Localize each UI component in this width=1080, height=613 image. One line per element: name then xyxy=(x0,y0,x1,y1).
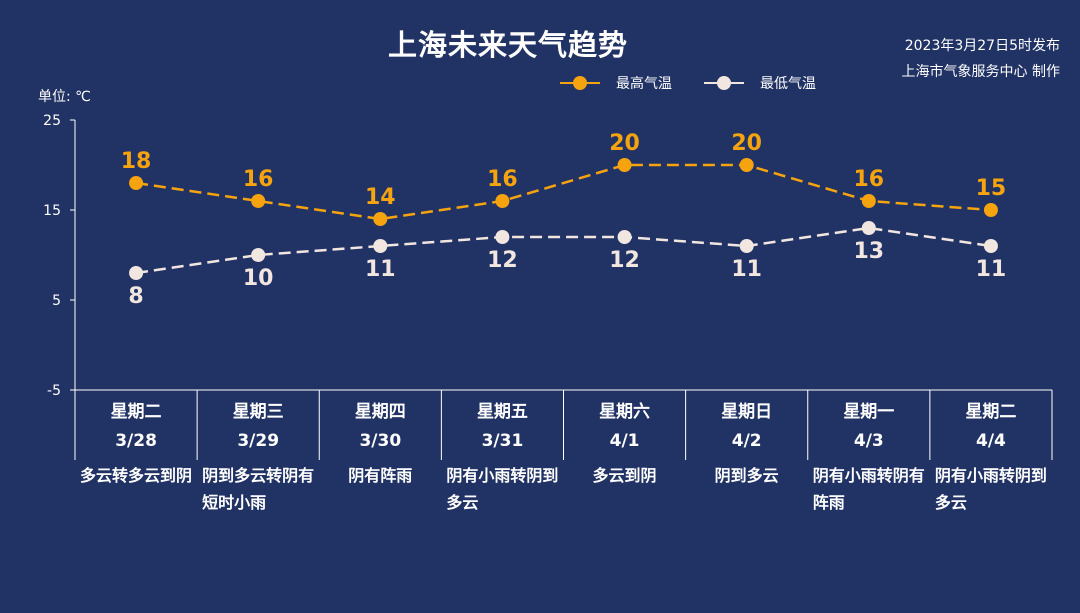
high-temp-point xyxy=(983,203,998,217)
low-temp-data-label: 11 xyxy=(976,257,1007,282)
low-temp-point xyxy=(983,239,998,253)
low-temp-data-label: 11 xyxy=(731,257,762,282)
low-temp-point xyxy=(617,230,632,244)
legend: 最高气温 最低气温 xyxy=(560,73,848,93)
low-temp-data-label: 11 xyxy=(365,257,396,282)
high-temp-data-label: 14 xyxy=(365,185,396,210)
date-label: 4/1 xyxy=(609,431,640,451)
day-cell: 星期一 4/3 xyxy=(808,398,930,456)
day-cell: 星期六 4/1 xyxy=(564,398,686,456)
weekday-label: 星期三 xyxy=(232,402,284,422)
weekday-label: 星期六 xyxy=(599,402,651,422)
weekday-label: 星期二 xyxy=(965,402,1017,422)
low-temp-data-label: 8 xyxy=(128,284,143,309)
legend-low-marker-icon xyxy=(704,76,744,90)
legend-high-label: 最高气温 xyxy=(616,76,672,92)
producer-credit: 上海市气象服务中心 制作 xyxy=(901,64,1060,80)
date-label: 3/31 xyxy=(481,431,524,451)
date-label: 4/3 xyxy=(853,431,884,451)
legend-item-low[interactable]: 最低气温 xyxy=(704,73,816,93)
chart-title: 上海未来天气趋势 xyxy=(387,28,628,62)
high-temp-line xyxy=(135,163,992,221)
weather-description: 阴有小雨转阴到多云 xyxy=(446,466,559,512)
unit-label: 单位: ℃ xyxy=(38,89,91,105)
weather-description: 多云到阴 xyxy=(592,466,657,485)
y-tick-label: 15 xyxy=(43,203,61,219)
low-temp-point xyxy=(373,239,388,253)
low-temp-data-label: 10 xyxy=(243,266,274,291)
weather-description: 阴到多云 xyxy=(714,466,779,485)
low-temp-data-label: 12 xyxy=(487,248,518,273)
day-cell: 星期四 3/30 xyxy=(319,398,441,456)
low-temp-point xyxy=(861,221,876,235)
high-temp-data-label: 20 xyxy=(609,131,640,156)
high-temp-point xyxy=(251,194,266,208)
day-cell: 星期二 3/28 xyxy=(75,398,197,456)
high-temp-point xyxy=(129,176,144,190)
low-temp-data-label: 12 xyxy=(609,248,640,273)
weekday-label: 星期五 xyxy=(476,402,528,422)
weather-description: 阴有小雨转阴有阵雨 xyxy=(812,466,925,512)
day-cell: 星期五 3/31 xyxy=(441,398,563,456)
legend-item-high[interactable]: 最高气温 xyxy=(560,73,672,93)
y-tick-label: 5 xyxy=(52,293,61,309)
date-label: 3/28 xyxy=(115,431,157,451)
legend-low-label: 最低气温 xyxy=(760,76,816,92)
low-temp-data-label: 13 xyxy=(854,239,885,264)
weather-description: 多云转多云到阴 xyxy=(80,466,193,485)
high-temp-data-label: 20 xyxy=(731,131,762,156)
y-tick-label: -5 xyxy=(47,383,61,399)
legend-high-marker-icon xyxy=(560,76,600,90)
low-temp-point xyxy=(129,266,144,280)
day-cell: 星期三 3/29 xyxy=(197,398,319,456)
weekday-label: 星期四 xyxy=(354,402,406,422)
high-temp-point xyxy=(739,158,754,172)
date-label: 4/4 xyxy=(976,431,1006,451)
high-temp-data-label: 16 xyxy=(487,167,518,192)
weekday-label: 星期一 xyxy=(843,402,895,422)
weekday-label: 星期日 xyxy=(721,402,773,422)
date-label: 3/29 xyxy=(237,431,280,451)
weather-description: 阴有阵雨 xyxy=(348,466,413,485)
day-cell: 星期日 4/2 xyxy=(686,398,808,456)
high-temp-data-label: 16 xyxy=(243,167,274,192)
weather-description: 阴有小雨转阴到多云 xyxy=(934,466,1047,512)
y-tick-label: 25 xyxy=(43,113,61,129)
high-temp-point xyxy=(861,194,876,208)
high-temp-point xyxy=(495,194,510,208)
weather-description: 阴到多云转阴有短时小雨 xyxy=(202,466,315,512)
high-temp-data-label: 15 xyxy=(976,176,1007,201)
date-label: 4/2 xyxy=(731,431,762,451)
high-temp-data-label: 18 xyxy=(121,149,152,174)
publish-time: 2023年3月27日5时发布 xyxy=(904,38,1060,54)
high-temp-point xyxy=(373,212,388,226)
high-temp-point xyxy=(617,158,632,172)
low-temp-point xyxy=(495,230,510,244)
high-temp-data-label: 16 xyxy=(854,167,885,192)
day-cell: 星期二 4/4 xyxy=(930,398,1052,456)
low-temp-point xyxy=(251,248,266,262)
weekday-label: 星期二 xyxy=(110,402,162,422)
low-temp-point xyxy=(739,239,754,253)
date-label: 3/30 xyxy=(359,431,402,451)
